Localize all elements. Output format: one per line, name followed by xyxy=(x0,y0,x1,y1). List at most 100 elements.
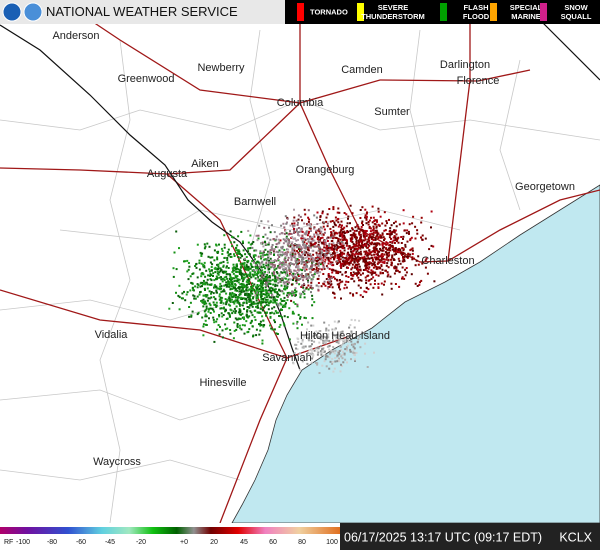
radar-echo xyxy=(232,277,235,280)
radar-echo xyxy=(230,285,233,288)
radar-echo xyxy=(227,312,230,315)
radar-echo xyxy=(266,266,269,269)
radar-echo xyxy=(308,227,311,230)
radar-echo xyxy=(279,239,282,242)
radar-echo xyxy=(391,240,394,243)
radar-echo xyxy=(323,262,326,265)
radar-echo xyxy=(266,274,269,276)
radar-echo xyxy=(196,286,199,289)
radar-echo xyxy=(220,312,223,315)
radar-echo xyxy=(356,224,359,227)
radar-echo xyxy=(190,314,193,317)
radar-echo xyxy=(411,258,414,261)
radar-echo xyxy=(254,254,256,257)
radar-echo xyxy=(304,262,307,265)
radar-echo xyxy=(350,268,353,271)
radar-echo xyxy=(178,296,181,299)
radar-echo xyxy=(297,252,300,255)
radar-echo xyxy=(375,253,378,256)
radar-echo xyxy=(337,221,340,224)
radar-echo xyxy=(378,266,381,269)
warning-label: THUNDERSTORM xyxy=(361,12,425,21)
radar-echo xyxy=(245,314,248,317)
radar-echo xyxy=(310,278,313,281)
radar-echo xyxy=(353,261,356,264)
radar-echo xyxy=(327,262,330,265)
radar-echo xyxy=(198,262,201,265)
radar-echo xyxy=(269,231,272,234)
radar-echo xyxy=(377,274,380,277)
radar-echo xyxy=(255,328,258,331)
radar-echo xyxy=(185,293,188,296)
radar-echo xyxy=(220,276,222,279)
radar-echo xyxy=(233,294,236,297)
radar-echo xyxy=(346,259,349,262)
radar-echo xyxy=(205,269,208,272)
radar-echo xyxy=(349,229,352,232)
radar-echo xyxy=(299,228,302,231)
city-label: Waycross xyxy=(93,456,141,468)
radar-echo xyxy=(357,259,360,262)
radar-echo xyxy=(380,282,383,285)
radar-echo xyxy=(342,258,345,261)
radar-echo xyxy=(345,231,348,234)
radar-echo xyxy=(344,261,347,263)
radar-echo xyxy=(339,264,342,267)
radar-echo xyxy=(296,232,299,235)
radar-echo xyxy=(357,255,360,258)
radar-echo xyxy=(329,278,332,281)
radar-echo xyxy=(331,244,334,247)
radar-echo xyxy=(229,275,232,278)
radar-echo xyxy=(251,282,254,285)
radar-echo xyxy=(308,338,311,341)
radar-echo xyxy=(273,266,276,269)
radar-echo xyxy=(241,324,244,327)
radar-echo xyxy=(319,247,322,250)
radar-echo xyxy=(381,252,384,255)
radar-echo xyxy=(243,332,246,335)
radar-echo xyxy=(257,272,259,275)
radar-echo xyxy=(365,291,368,294)
radar-echo xyxy=(380,265,383,268)
radar-echo xyxy=(267,263,270,266)
radar-echo xyxy=(216,270,219,273)
radar-echo xyxy=(273,306,276,309)
radar-echo xyxy=(310,281,313,284)
radar-echo xyxy=(305,230,308,233)
radar-echo xyxy=(245,289,248,291)
radar-echo xyxy=(313,273,316,276)
radar-echo xyxy=(220,269,223,271)
radar-echo xyxy=(311,317,314,320)
radar-echo xyxy=(288,272,291,275)
radar-echo xyxy=(207,308,210,311)
radar-echo xyxy=(233,255,236,257)
radar-echo xyxy=(255,299,258,302)
radar-echo xyxy=(283,315,286,318)
radar-echo xyxy=(377,261,380,264)
radar-echo xyxy=(236,244,239,247)
radar-echo xyxy=(370,251,372,254)
radar-echo xyxy=(358,319,361,322)
radar-echo xyxy=(237,256,240,259)
radar-echo xyxy=(333,367,336,370)
radar-echo xyxy=(257,261,260,264)
radar-echo xyxy=(286,217,289,220)
radar-echo xyxy=(230,255,233,258)
radar-echo xyxy=(338,256,340,259)
radar-echo xyxy=(271,294,274,297)
radar-echo xyxy=(265,292,268,295)
radar-echo xyxy=(303,296,306,299)
radar-echo xyxy=(326,339,329,342)
radar-echo xyxy=(299,250,301,252)
radar-echo xyxy=(294,259,297,262)
radar-echo xyxy=(311,278,314,281)
radar-echo xyxy=(266,298,269,301)
radar-echo xyxy=(393,222,395,225)
radar-echo xyxy=(178,308,181,311)
radar-echo xyxy=(332,370,335,373)
city-label: Hilton Head Island xyxy=(300,330,390,342)
radar-echo xyxy=(298,283,301,286)
radar-echo xyxy=(328,356,331,359)
radar-echo xyxy=(227,282,230,285)
radar-echo xyxy=(302,275,305,277)
